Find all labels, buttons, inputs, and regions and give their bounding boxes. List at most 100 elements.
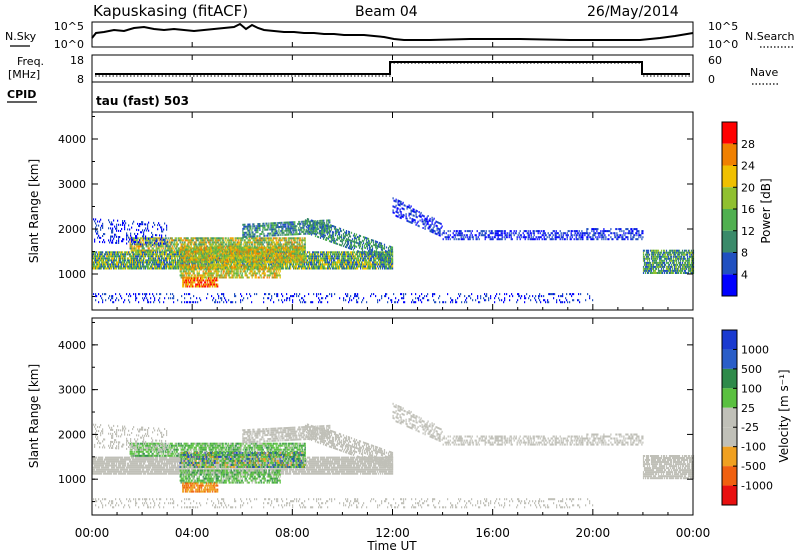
power-cell <box>370 261 372 264</box>
power-cell <box>271 266 273 269</box>
power-cell <box>251 229 253 232</box>
power-cell <box>128 267 130 270</box>
power-cell <box>190 241 192 244</box>
power-cell <box>129 261 131 264</box>
power-cell <box>105 263 107 266</box>
power-cell <box>264 234 266 237</box>
power-cell <box>135 255 137 258</box>
sky-left-label: N.Sky <box>5 30 37 43</box>
power-cell <box>282 256 284 259</box>
power-cell <box>388 267 390 270</box>
power-cell <box>352 253 354 256</box>
power-cell <box>364 261 366 264</box>
power-cell <box>134 259 136 262</box>
power-cell <box>152 255 154 258</box>
power-cell <box>196 258 198 261</box>
power-cell <box>260 250 262 253</box>
power-cell <box>133 245 135 248</box>
power-cell <box>122 261 124 264</box>
power-cell <box>347 251 349 254</box>
power-cell <box>357 267 359 270</box>
power-cell <box>152 263 154 266</box>
power-cell <box>103 255 105 258</box>
power-cell <box>113 263 115 266</box>
power-cell <box>217 285 219 288</box>
power-cell <box>360 255 362 258</box>
power-cell <box>280 265 282 268</box>
power-cell <box>259 235 261 238</box>
power-cell <box>234 266 236 269</box>
power-cell <box>320 255 322 258</box>
power-cell <box>325 261 327 264</box>
power-cell <box>305 261 307 264</box>
power-cell <box>344 263 346 266</box>
power-cell <box>315 267 317 270</box>
power-cell <box>202 270 204 273</box>
power-cell <box>209 268 211 271</box>
power-cell <box>323 267 325 270</box>
power-cell <box>163 259 165 262</box>
power-cell <box>244 239 246 242</box>
power-cell <box>339 261 341 264</box>
power-cell <box>132 255 134 258</box>
power-cell <box>191 263 193 266</box>
power-cell <box>107 251 109 254</box>
power-cell <box>159 251 161 254</box>
power-cell <box>341 255 343 258</box>
power-cell <box>110 265 112 268</box>
power-cell <box>366 261 368 264</box>
power-cell <box>155 265 157 268</box>
power-cell <box>331 255 333 258</box>
power-cell <box>132 267 134 270</box>
power-cell <box>132 237 134 240</box>
power-cell <box>390 251 392 254</box>
power-cell <box>336 267 338 270</box>
power-cell <box>368 259 370 262</box>
power-cell <box>336 261 338 264</box>
power-cell <box>315 257 317 260</box>
power-cell <box>321 253 323 256</box>
power-cell <box>306 267 308 270</box>
power-cell <box>290 239 292 242</box>
power-cell <box>163 263 165 266</box>
power-cell <box>167 245 169 248</box>
power-cell <box>121 261 123 264</box>
power-cell <box>174 267 176 270</box>
power-cell <box>164 245 166 248</box>
power-cell <box>141 259 143 262</box>
power-cell <box>173 261 175 264</box>
power-cell <box>188 266 190 269</box>
power-cell <box>154 263 156 266</box>
power-cell <box>241 260 243 263</box>
power-cell <box>354 263 356 266</box>
power-cell <box>173 255 175 258</box>
power-cell <box>318 253 320 256</box>
power-cell <box>254 270 256 273</box>
station-title: Kapuskasing (fitACF) <box>93 2 248 20</box>
power-cell <box>161 255 163 258</box>
power-cell <box>92 253 94 256</box>
power-cell <box>144 249 146 252</box>
power-cell <box>113 267 115 270</box>
power-cell <box>200 243 202 246</box>
power-cell <box>162 255 164 258</box>
power-cell <box>246 270 248 273</box>
power-cell <box>298 265 300 268</box>
power-cell <box>322 259 324 262</box>
power-cell <box>157 251 159 254</box>
power-cell <box>391 261 393 264</box>
power-cell <box>322 253 324 256</box>
sky-noise-panel: N.Sky 10^5 10^0 10^5 10^0 N.Search <box>5 20 795 51</box>
power-cell <box>271 274 273 277</box>
power-cell <box>306 263 308 266</box>
power-cell <box>161 237 163 240</box>
power-cell <box>181 239 183 242</box>
power-cell <box>101 253 103 256</box>
power-cell <box>188 279 190 282</box>
power-cell <box>264 224 266 227</box>
power-cell <box>146 239 148 242</box>
power-cell <box>325 263 327 266</box>
power-cell <box>136 239 138 242</box>
power-cell <box>385 263 387 266</box>
power-cell <box>345 257 347 260</box>
